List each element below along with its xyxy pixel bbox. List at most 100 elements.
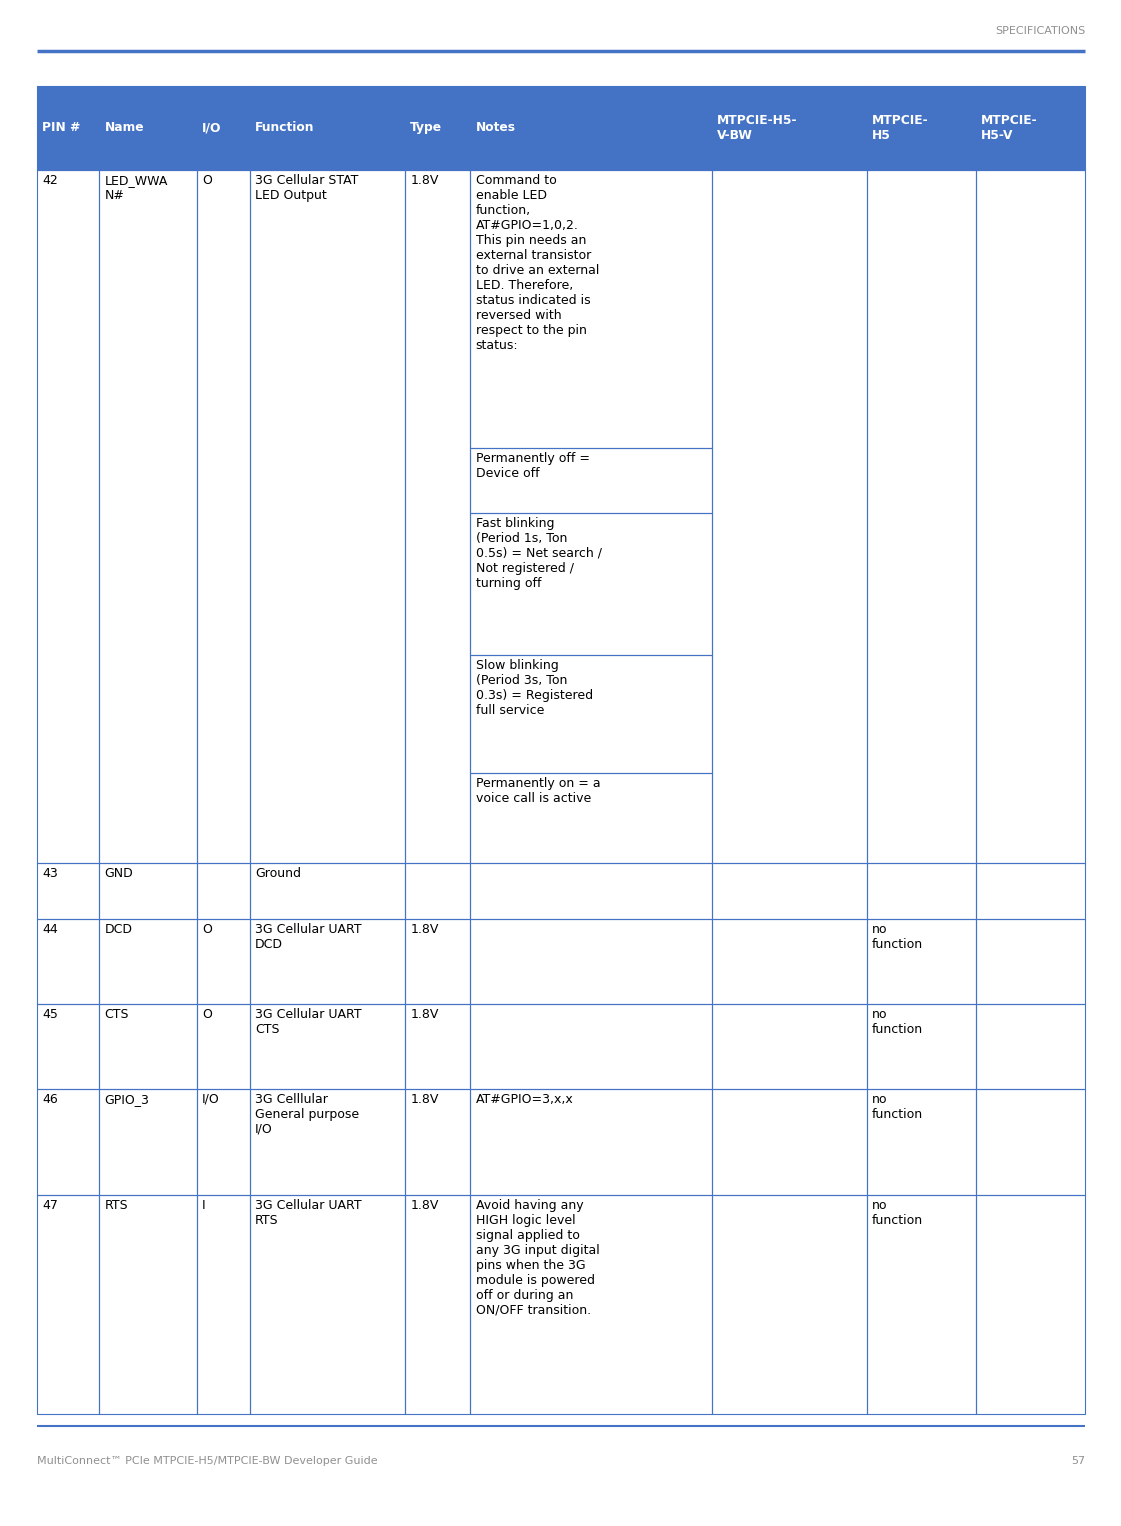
Bar [405,919,470,1004]
Bar [867,1195,976,1415]
Bar [470,85,712,169]
Bar [976,85,1085,169]
Bar [99,919,196,1004]
Text: DCD: DCD [104,923,132,935]
Bar [99,1004,196,1088]
Text: 44: 44 [43,923,58,935]
Bar [196,85,250,169]
Bar [976,169,1085,862]
Text: Permanently on = a
voice call is active: Permanently on = a voice call is active [475,777,601,806]
Text: 42: 42 [43,174,58,186]
Bar [470,85,712,169]
Bar [976,1195,1085,1415]
Text: 1.8V: 1.8V [410,923,438,935]
Text: no
function: no function [872,923,924,951]
Bar [470,513,712,655]
Bar [405,85,470,169]
Bar [196,919,250,1004]
Bar [405,85,470,169]
Bar [250,1004,405,1088]
Text: no
function: no function [872,1009,924,1036]
Bar [250,1088,405,1195]
Text: MTPCIE-
H5-V: MTPCIE- H5-V [981,114,1038,142]
Bar [470,919,712,1004]
Bar [712,1088,867,1195]
Text: RTS: RTS [104,1199,128,1212]
Bar [37,1195,99,1415]
Bar [405,169,470,862]
Bar [712,1195,867,1415]
Text: MultiConnect™ PCIe MTPCIE-H5/MTPCIE-BW Developer Guide: MultiConnect™ PCIe MTPCIE-H5/MTPCIE-BW D… [37,1456,378,1466]
Text: MTPCIE-H5-
V-BW: MTPCIE-H5- V-BW [717,114,797,142]
Text: O: O [202,1009,212,1021]
Text: Function: Function [256,122,315,134]
Text: 3G Cellular UART
CTS: 3G Cellular UART CTS [256,1009,362,1036]
Bar [99,862,196,919]
Bar [712,1004,867,1088]
Bar [976,862,1085,919]
Text: Name: Name [104,122,145,134]
Bar [250,919,405,1004]
Bar [712,85,867,169]
Text: O: O [202,174,212,186]
Bar [976,919,1085,1004]
Text: Command to
enable LED
function,
AT#GPIO=1,0,2.
This pin needs an
external transi: Command to enable LED function, AT#GPIO=… [475,174,599,351]
Text: LED_WWA
N#: LED_WWA N# [104,174,168,201]
Bar [867,862,976,919]
Text: SPECIFICATIONS: SPECIFICATIONS [994,26,1085,37]
Text: Ground: Ground [256,867,302,879]
Text: I/O: I/O [202,1093,220,1106]
Bar [867,1088,976,1195]
Bar [470,1195,712,1415]
Text: AT#GPIO=3,x,x: AT#GPIO=3,x,x [475,1093,574,1106]
Bar [37,862,99,919]
Bar [37,85,99,169]
Text: 3G Celllular
General purpose
I/O: 3G Celllular General purpose I/O [256,1093,359,1135]
Bar [867,1004,976,1088]
Bar [250,85,405,169]
Bar [976,85,1085,169]
Bar [867,85,976,169]
Text: I: I [202,1199,206,1212]
Bar [405,1195,470,1415]
Text: GND: GND [104,867,133,879]
Bar [196,85,250,169]
Bar [867,85,976,169]
Bar [37,1004,99,1088]
Text: Avoid having any
HIGH logic level
signal applied to
any 3G input digital
pins wh: Avoid having any HIGH logic level signal… [475,1199,600,1317]
Bar [250,169,405,862]
Bar [99,85,196,169]
Bar [99,85,196,169]
Text: 57: 57 [1071,1456,1085,1466]
Bar [470,449,712,513]
Bar [405,1088,470,1195]
Bar [470,1004,712,1088]
Bar [250,85,405,169]
Bar [976,1088,1085,1195]
Bar [470,655,712,774]
Text: CTS: CTS [104,1009,129,1021]
Bar [867,169,976,862]
Text: 1.8V: 1.8V [410,1093,438,1106]
Bar [99,169,196,862]
Text: Permanently off =
Device off: Permanently off = Device off [475,452,590,481]
Bar [405,1004,470,1088]
Bar [37,169,99,862]
Bar [470,862,712,919]
Text: 1.8V: 1.8V [410,1009,438,1021]
Text: 43: 43 [43,867,58,879]
Text: 3G Cellular UART
DCD: 3G Cellular UART DCD [256,923,362,951]
Text: 46: 46 [43,1093,58,1106]
Bar [99,1195,196,1415]
Bar [196,1088,250,1195]
Bar [250,1195,405,1415]
Text: I/O: I/O [202,122,222,134]
Text: 45: 45 [43,1009,58,1021]
Bar [196,862,250,919]
Bar [37,85,99,169]
Text: 3G Cellular UART
RTS: 3G Cellular UART RTS [256,1199,362,1227]
Bar [196,1195,250,1415]
Text: no
function: no function [872,1093,924,1120]
Text: MTPCIE-
H5: MTPCIE- H5 [872,114,929,142]
Text: 1.8V: 1.8V [410,174,438,186]
